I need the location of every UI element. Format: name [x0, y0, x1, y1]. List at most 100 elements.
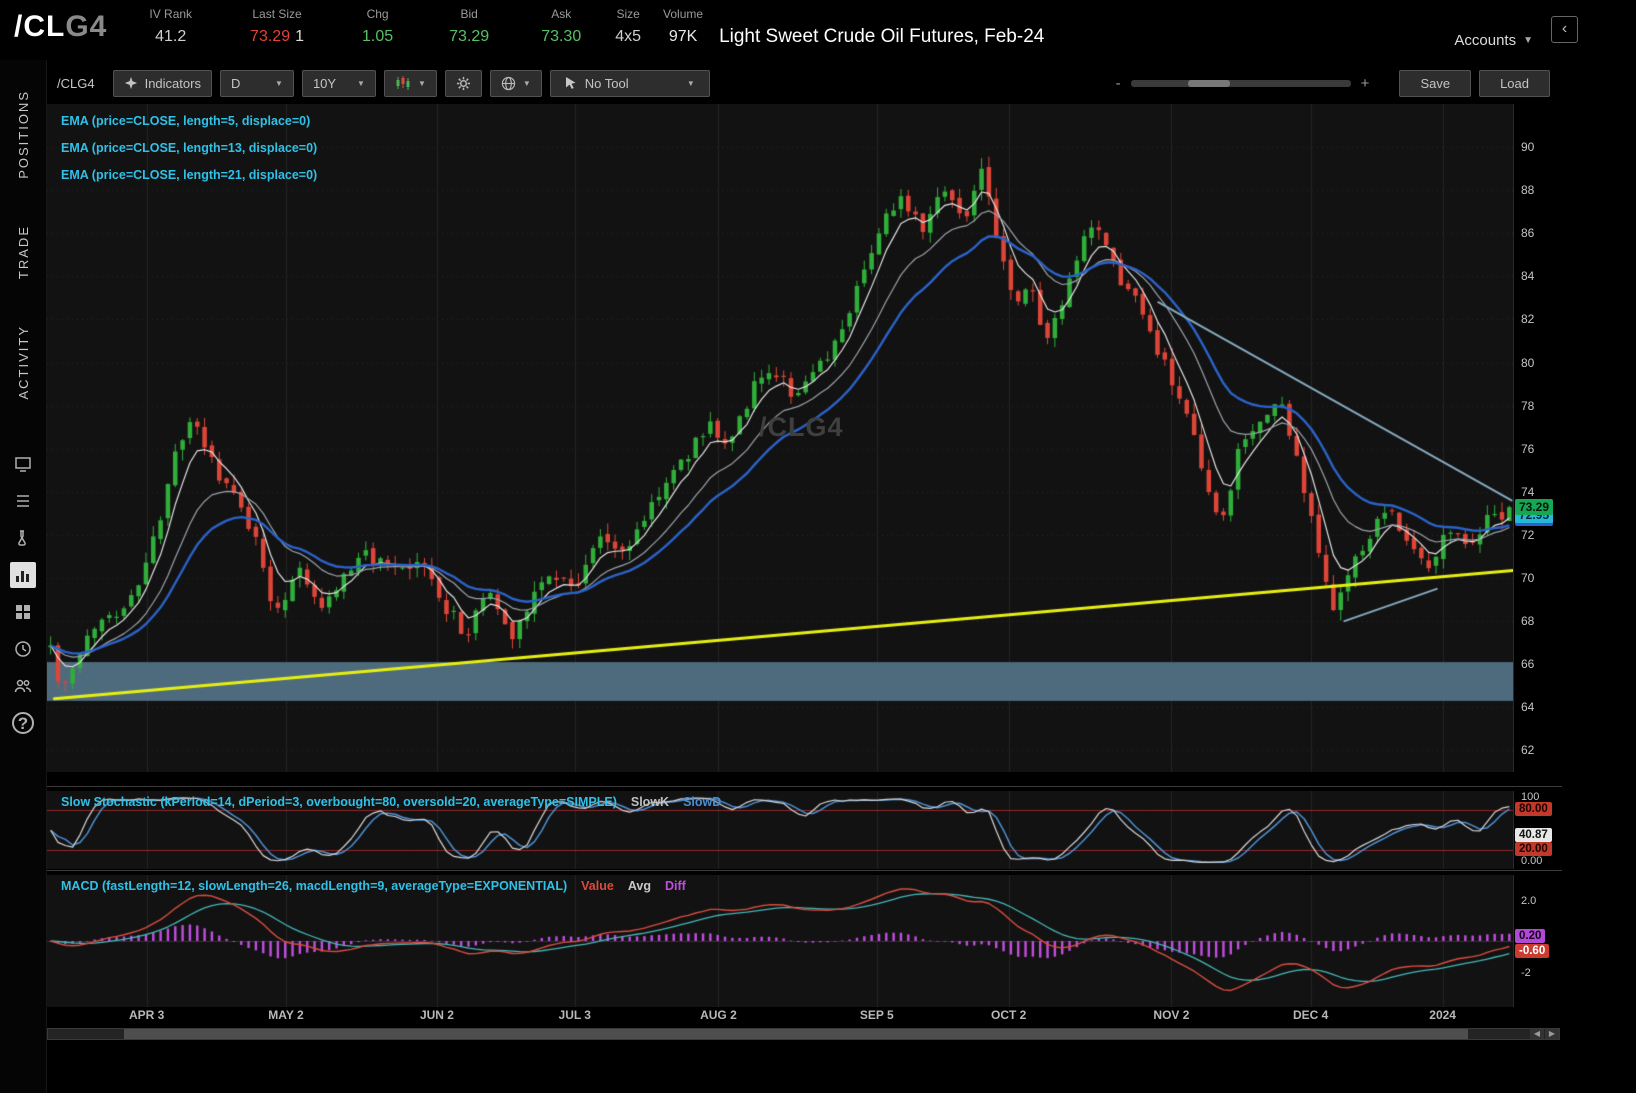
field-value: 1.05	[362, 28, 393, 46]
accounts-label: Accounts	[1454, 32, 1516, 49]
save-button[interactable]: Save	[1399, 70, 1471, 97]
y-axis-tick: 70	[1521, 571, 1534, 585]
field-bid: Bid 73.29	[449, 7, 489, 60]
zoom-slider[interactable]	[1131, 80, 1351, 87]
chart-scrollbar[interactable]: ◀ ▶	[47, 1028, 1560, 1040]
y-axis-tick: 86	[1521, 226, 1534, 240]
macd-panel: MACD (fastLength=12, slowLength=26, macd…	[47, 870, 1562, 1006]
chart-style-dropdown[interactable]: ▼	[384, 70, 437, 97]
sidebar-tab-trade[interactable]: TRADE	[16, 225, 31, 279]
x-axis-label: SEP 5	[860, 1008, 894, 1022]
load-button[interactable]: Load	[1479, 70, 1550, 97]
symbol-title: /CLG4	[14, 10, 107, 60]
globe-dropdown[interactable]: ▼	[490, 70, 542, 97]
slowd-legend: SlowD	[683, 795, 721, 809]
y-axis-tick: 88	[1521, 183, 1534, 197]
field-value: 73.30	[541, 28, 581, 46]
contract-title: Light Sweet Crude Oil Futures, Feb-24	[719, 26, 1044, 60]
field-volume: Volume 97K	[663, 7, 703, 60]
stochastic-labels: Slow Stochastic (kPeriod=14, dPeriod=3, …	[61, 795, 721, 809]
header: /CLG4 IV Rank 41.2 Last Size 73.291 Chg …	[0, 0, 1636, 60]
sidebar-tabs: POSITIONS TRADE ACTIVITY	[0, 60, 46, 445]
symbol-suffix: G4	[65, 10, 107, 43]
ema21-label[interactable]: EMA (price=CLOSE, length=21, displace=0)	[61, 168, 317, 182]
candlestick-icon	[395, 76, 411, 90]
macd-canvas[interactable]	[47, 875, 1513, 1007]
zoom-out-button[interactable]: -	[1116, 75, 1121, 92]
scroll-right-arrow[interactable]: ▶	[1545, 1029, 1559, 1039]
settings-button[interactable]	[445, 70, 482, 97]
field-ask: Ask 73.30	[541, 7, 581, 60]
sidebar-tab-activity[interactable]: ACTIVITY	[16, 325, 31, 400]
x-axis-label: APR 3	[129, 1008, 164, 1022]
y-axis-tick: 84	[1521, 269, 1534, 283]
chevron-down-icon: ▼	[275, 79, 283, 88]
zoom-control: - +	[1116, 75, 1370, 92]
stochastic-study-label[interactable]: Slow Stochastic (kPeriod=14, dPeriod=3, …	[61, 795, 617, 809]
range-dropdown[interactable]: 10Y▼	[302, 70, 376, 97]
macd-axis: 2.0 0.20 -0.60 -2	[1513, 875, 1562, 1007]
macd-axis-neg2: -2	[1521, 967, 1531, 979]
y-axis-tick: 74	[1521, 485, 1534, 499]
field-extra: 1	[295, 28, 304, 45]
left-sidebar: POSITIONS TRADE ACTIVITY	[0, 60, 47, 1093]
field-value: 97K	[663, 28, 703, 46]
y-axis-tick: 62	[1521, 743, 1534, 757]
zoom-slider-handle[interactable]	[1188, 80, 1230, 87]
indicators-button[interactable]: Indicators	[113, 70, 212, 97]
timeframe-dropdown[interactable]: D▼	[220, 70, 294, 97]
people-icon[interactable]	[10, 673, 36, 699]
macd-avg-legend: Avg	[628, 879, 651, 893]
collapse-panel-button[interactable]: ‹	[1551, 16, 1578, 43]
stochastic-axis: 100 80.00 40.87 20.00 0.00	[1513, 791, 1562, 869]
x-axis-label: MAY 2	[268, 1008, 303, 1022]
ema13-label[interactable]: EMA (price=CLOSE, length=13, displace=0)	[61, 141, 317, 155]
chart-icon[interactable]	[10, 562, 36, 588]
x-axis-label: 2024	[1429, 1008, 1456, 1022]
macd-axis-2: 2.0	[1521, 895, 1536, 907]
field-label: IV Rank	[149, 7, 192, 21]
sidebar-icon-strip: ?	[0, 451, 46, 736]
list-icon[interactable]	[10, 488, 36, 514]
flask-icon[interactable]	[10, 525, 36, 551]
x-axis-label: NOV 2	[1153, 1008, 1189, 1022]
scrollbar-handle[interactable]	[124, 1029, 1469, 1039]
y-axis-tick: 78	[1521, 399, 1534, 413]
ema5-label[interactable]: EMA (price=CLOSE, length=5, displace=0)	[61, 114, 317, 128]
drawing-tool-dropdown[interactable]: No Tool ▼	[550, 70, 710, 97]
time-axis[interactable]: APR 3MAY 2JUN 2JUL 3AUG 2SEP 5OCT 2NOV 2…	[47, 1006, 1513, 1024]
toolbar-symbol-label: /CLG4	[57, 76, 95, 91]
field-value: 73.29	[449, 28, 489, 46]
chevron-down-icon: ▼	[523, 79, 531, 88]
stoch-axis-0: 0.00	[1521, 855, 1542, 867]
screen-icon[interactable]	[10, 451, 36, 477]
tiles-icon[interactable]	[10, 599, 36, 625]
field-last-size: Last Size 73.291	[250, 7, 304, 60]
field-value: 4x5	[615, 28, 641, 46]
y-axis-tick: 90	[1521, 140, 1534, 154]
price-axis[interactable]: 62646668707274767880828486889073.2972.95…	[1513, 104, 1562, 772]
x-axis-label: AUG 2	[700, 1008, 737, 1022]
macd-study-label[interactable]: MACD (fastLength=12, slowLength=26, macd…	[61, 879, 567, 893]
macd-value-legend: Value	[581, 879, 614, 893]
cursor-icon	[565, 76, 577, 90]
chevron-down-icon: ▼	[418, 79, 426, 88]
study-labels: EMA (price=CLOSE, length=5, displace=0) …	[61, 114, 317, 195]
y-axis-tick: 76	[1521, 442, 1534, 456]
field-value: 41.2	[149, 28, 192, 46]
y-axis-tick: 64	[1521, 700, 1534, 714]
quote-fields: IV Rank 41.2 Last Size 73.291 Chg 1.05 B…	[149, 0, 703, 60]
clock-icon[interactable]	[10, 636, 36, 662]
sidebar-tab-positions[interactable]: POSITIONS	[16, 90, 31, 179]
zoom-in-button[interactable]: +	[1361, 75, 1370, 92]
chevron-down-icon: ▼	[1523, 35, 1533, 46]
help-icon[interactable]: ?	[10, 710, 36, 736]
gear-icon	[456, 76, 471, 91]
y-axis-tick: 80	[1521, 356, 1534, 370]
accounts-menu[interactable]: Accounts ▼	[1454, 20, 1533, 60]
scroll-left-arrow[interactable]: ◀	[1530, 1029, 1544, 1039]
x-axis-label: OCT 2	[991, 1008, 1026, 1022]
field-label: Bid	[449, 7, 489, 21]
macd-labels: MACD (fastLength=12, slowLength=26, macd…	[61, 879, 686, 893]
overbought-badge: 80.00	[1515, 802, 1552, 816]
